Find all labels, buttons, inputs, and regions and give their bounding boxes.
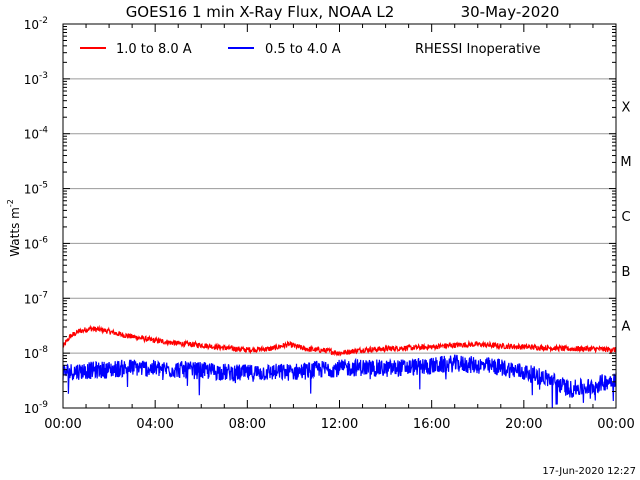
legend-label-short: 0.5 to 4.0 A — [265, 42, 341, 57]
x-tick-label: 00:00 — [597, 417, 634, 432]
y-tick-label: 10-6 — [24, 235, 49, 251]
series-line-long — [63, 327, 616, 356]
x-tick-label: 04:00 — [136, 417, 173, 432]
y-tick-label-exponent: -5 — [39, 181, 48, 191]
rhessi-annotation: RHESSI Inoperative — [415, 42, 540, 57]
chart-title: GOES16 1 min X-Ray Flux, NOAA L2 — [126, 3, 395, 21]
flare-class-label: B — [622, 265, 631, 280]
y-axis-label-exponent: -2 — [6, 199, 15, 207]
y-tick-label: 10-3 — [24, 71, 48, 87]
x-tick-label: 16:00 — [413, 417, 450, 432]
flare-class-label: X — [622, 100, 631, 115]
y-tick-label-exponent: -8 — [39, 345, 48, 355]
y-tick-label: 10-4 — [24, 126, 49, 142]
y-tick-label-exponent: -4 — [39, 126, 48, 136]
flare-class-labels: A B C M X — [620, 100, 631, 334]
y-axis-label-base: Watts m — [8, 207, 22, 257]
legend: 1.0 to 8.0 A 0.5 to 4.0 A — [80, 42, 341, 57]
y-axis-ticks: 10-910-810-710-610-510-410-310-2 — [24, 16, 616, 416]
y-tick-label-base: 10 — [24, 73, 39, 87]
x-tick-label: 00:00 — [44, 417, 81, 432]
y-tick-label-base: 10 — [24, 128, 39, 142]
footer-timestamp: 17-Jun-2020 12:27 — [542, 466, 636, 477]
chart-date: 30-May-2020 — [461, 3, 560, 21]
y-tick-label-exponent: -6 — [39, 235, 48, 245]
y-tick-label-exponent: -3 — [39, 71, 48, 81]
y-tick-label: 10-9 — [24, 400, 49, 416]
y-tick-label-exponent: -2 — [39, 16, 48, 26]
y-axis-label: Watts m-2 — [6, 199, 22, 257]
y-tick-label: 10-8 — [24, 345, 49, 361]
x-tick-label: 08:00 — [229, 417, 266, 432]
flare-class-label: M — [620, 155, 631, 170]
x-tick-label: 12:00 — [321, 417, 358, 432]
legend-label-long: 1.0 to 8.0 A — [116, 42, 192, 57]
xray-flux-chart: GOES16 1 min X-Ray Flux, NOAA L2 30-May-… — [0, 0, 640, 480]
y-tick-label-exponent: -9 — [39, 400, 48, 410]
flare-class-label: A — [622, 320, 631, 335]
series-line-short — [63, 355, 616, 408]
x-tick-label: 20:00 — [505, 417, 542, 432]
y-tick-label-base: 10 — [24, 183, 39, 197]
y-tick-label: 10-5 — [24, 181, 48, 197]
y-tick-label: 10-2 — [24, 16, 48, 32]
y-tick-label: 10-7 — [24, 290, 48, 306]
series-layer — [63, 327, 616, 408]
y-tick-label-base: 10 — [24, 402, 39, 416]
y-tick-label-base: 10 — [24, 237, 39, 251]
y-tick-label-base: 10 — [24, 18, 39, 32]
gridlines — [63, 79, 616, 353]
y-tick-label-base: 10 — [24, 347, 39, 361]
flare-class-label: C — [621, 210, 630, 225]
plot-frame — [63, 24, 616, 408]
y-tick-label-base: 10 — [24, 292, 39, 306]
y-tick-label-exponent: -7 — [39, 290, 48, 300]
